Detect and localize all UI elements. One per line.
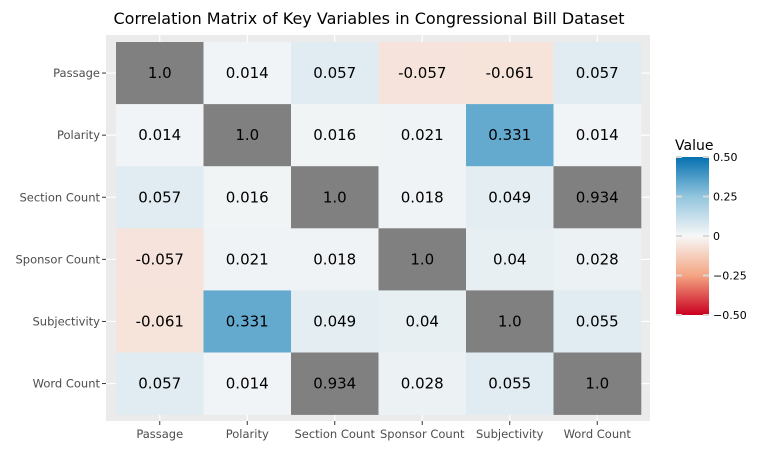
legend: Value 0.50 0.25 0 −0.25 −0.50 (675, 138, 747, 322)
cell-value-label: 0.055 (576, 312, 619, 330)
y-tick-label: Subjectivity (32, 314, 100, 328)
legend-tick-label: 0.25 (713, 191, 738, 204)
cell-value-label: 0.016 (226, 188, 269, 206)
heatmap-cell (378, 352, 467, 415)
x-axis: Passage Polarity Section Count Sponsor Coun… (136, 421, 631, 441)
y-tick-label: Word Count (33, 377, 101, 391)
x-tick-label: Sponsor Count (380, 427, 465, 441)
cell-value-label: 0.04 (493, 250, 526, 268)
heatmap-cell (116, 42, 204, 105)
cell-value-label: 0.049 (313, 312, 356, 330)
cell-value-label: 1.0 (498, 312, 522, 330)
heatmap-cell (466, 104, 554, 167)
cell-value-label: 0.057 (138, 375, 181, 393)
heatmap-cell (203, 290, 292, 353)
cell-value-label: 0.057 (576, 64, 619, 82)
cell-value-label: 0.331 (226, 312, 269, 330)
cell-value-label: 0.028 (401, 375, 444, 393)
cell-value-label: 1.0 (585, 375, 609, 393)
heatmap-cell (378, 166, 467, 229)
cell-value-label: 0.934 (313, 375, 356, 393)
heatmap-cell (203, 228, 292, 291)
cell-value-label: 0.018 (313, 250, 356, 268)
heatmap-cell (291, 42, 379, 105)
x-tick-label: Polarity (226, 427, 269, 441)
cell-value-label: 0.028 (576, 250, 619, 268)
cell-value-label: 0.021 (401, 126, 444, 144)
heatmap-cell (291, 290, 379, 353)
y-tick-label: Passage (53, 66, 100, 80)
heatmap-cell (116, 166, 204, 229)
cell-value-label: 0.014 (576, 126, 619, 144)
cell-value-label: 0.016 (313, 126, 356, 144)
heatmap-cell (116, 352, 204, 415)
cell-value-label: 0.014 (226, 375, 269, 393)
legend-title: Value (675, 138, 713, 154)
heatmap-cell (291, 166, 379, 229)
legend-tick-label: 0.50 (713, 151, 738, 164)
cell-value-label: 0.014 (226, 64, 269, 82)
heatmap-cell (553, 228, 642, 291)
heatmap-cell (203, 104, 292, 167)
cell-labels: 1.0 0.014 0.057 -0.057 -0.061 0.057 0.014 1.0 0.… (136, 64, 619, 393)
heatmap-cell (553, 42, 642, 105)
cell-value-label: 0.021 (226, 250, 269, 268)
y-axis: Passage Polarity Section Count Sponsor Coun… (16, 66, 106, 391)
heatmap-cell (378, 290, 467, 353)
heatmap-cell (378, 42, 467, 105)
heatmap-cell (553, 166, 642, 229)
cell-value-label: 0.934 (576, 188, 619, 206)
heatmap-cell (203, 42, 292, 105)
cell-value-label: 1.0 (323, 188, 347, 206)
x-tick-label: Section Count (294, 427, 375, 441)
cell-value-label: 0.018 (401, 188, 444, 206)
legend-tick-label: 0 (713, 230, 720, 243)
cell-value-label: 0.04 (406, 312, 439, 330)
heatmap-cell (466, 228, 554, 291)
heatmap-cell (203, 352, 292, 415)
heatmap-cell (553, 290, 642, 353)
cell-value-label: 0.049 (488, 188, 531, 206)
heatmap-cell (116, 290, 204, 353)
cell-value-label: -0.061 (136, 312, 184, 330)
heatmap-cell (378, 104, 467, 167)
cell-value-label: 0.014 (138, 126, 181, 144)
heatmap-cell (466, 290, 554, 353)
cell-value-label: 1.0 (148, 64, 172, 82)
heatmap-cell (291, 104, 379, 167)
heatmap-cell (116, 104, 204, 167)
legend-tick-label: −0.25 (713, 270, 747, 283)
y-tick-label: Section Count (19, 190, 100, 204)
y-tick-label: Polarity (57, 128, 100, 142)
heatmap-cell (291, 228, 379, 291)
heatmap-cell (553, 352, 642, 415)
y-tick-label: Sponsor Count (16, 252, 101, 266)
legend-ticks: 0.50 0.25 0 −0.25 −0.50 (676, 151, 747, 322)
heatmap-cell (203, 166, 292, 229)
heatmap-cell (378, 228, 467, 291)
heatmap-cells (116, 42, 642, 415)
heatmap-cell (466, 166, 554, 229)
heatmap-cell (291, 352, 379, 415)
x-tick-label: Subjectivity (476, 427, 544, 441)
x-tick-label: Passage (136, 427, 183, 441)
heatmap-cell (466, 42, 554, 105)
cell-value-label: 0.057 (313, 64, 356, 82)
heatmap-cell (116, 228, 204, 291)
legend-tick-label: −0.50 (713, 309, 747, 322)
heatmap-cell (466, 352, 554, 415)
cell-value-label: -0.061 (486, 64, 534, 82)
x-tick-label: Word Count (564, 427, 632, 441)
cell-value-label: 0.331 (488, 126, 531, 144)
cell-value-label: 1.0 (235, 126, 259, 144)
cell-value-label: 0.055 (488, 375, 531, 393)
cell-value-label: -0.057 (398, 64, 446, 82)
heatmap-cell (553, 104, 642, 167)
cell-value-label: 0.057 (138, 188, 181, 206)
cell-value-label: 1.0 (410, 250, 434, 268)
cell-value-label: -0.057 (136, 250, 184, 268)
chart-title: Correlation Matrix of Key Variables in C… (113, 9, 624, 28)
